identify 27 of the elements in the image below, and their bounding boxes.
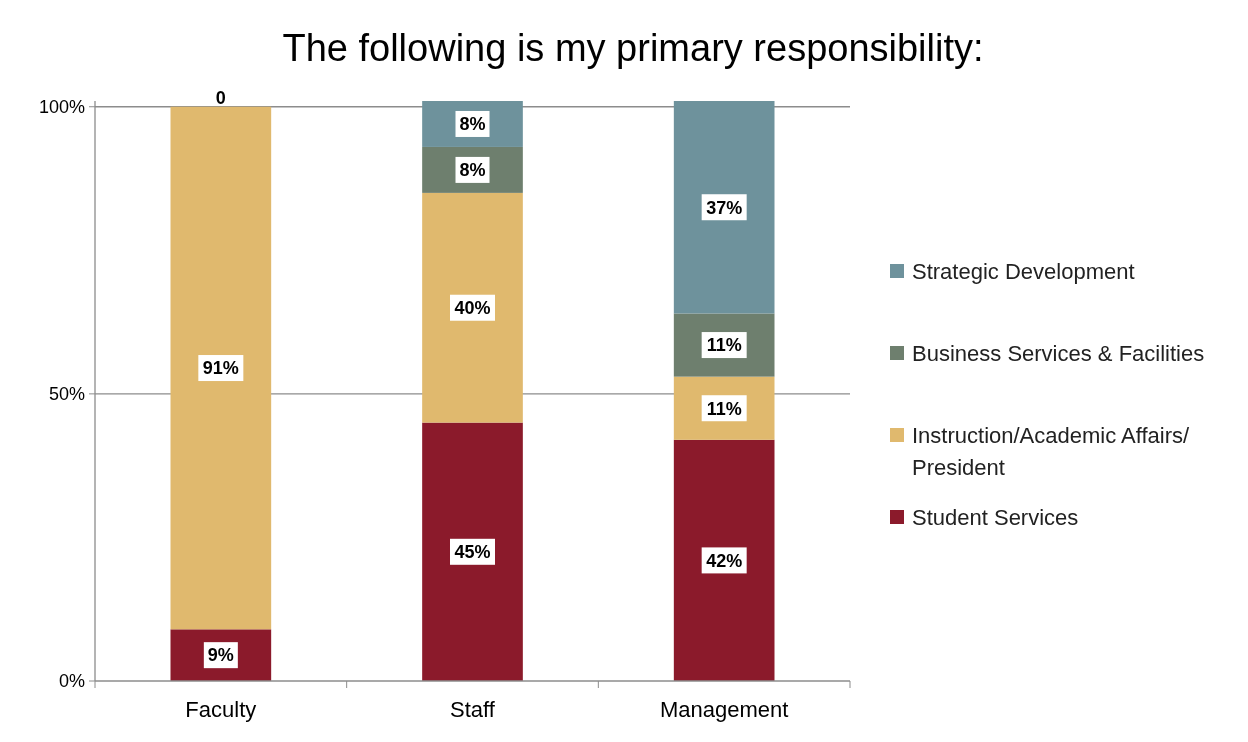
data-label: 8% [459,114,486,135]
data-label: 45% [454,542,491,563]
legend-label: Instruction/Academic Affairs/President [912,422,1191,480]
x-tick-label: Faculty [185,697,257,722]
y-tick-label: 0% [58,671,85,692]
data-label: 9% [207,645,234,666]
data-label: 0 [215,87,226,108]
data-label: 42% [706,550,743,571]
data-label: 8% [459,160,486,181]
y-tick-label: 100% [38,97,85,118]
data-label: 11% [706,398,742,419]
x-tick-label: Management [659,697,789,722]
x-tick-label: Staff [450,697,496,722]
data-label: 40% [454,298,491,319]
legend-label: Student Services [912,504,1079,530]
bar [422,422,523,681]
bar [170,106,272,630]
bar [673,101,775,314]
bar [673,439,775,681]
legend-label: Strategic Development [912,258,1135,284]
data-label: 11% [706,335,742,356]
chart-title: The following is my primary responsibility: [282,27,984,70]
data-label: 37% [706,197,743,218]
data-label: 91% [202,358,239,379]
y-tick-label: 50% [48,384,85,405]
bar [422,192,523,423]
legend-label: Business Services & Facilities [912,340,1205,366]
